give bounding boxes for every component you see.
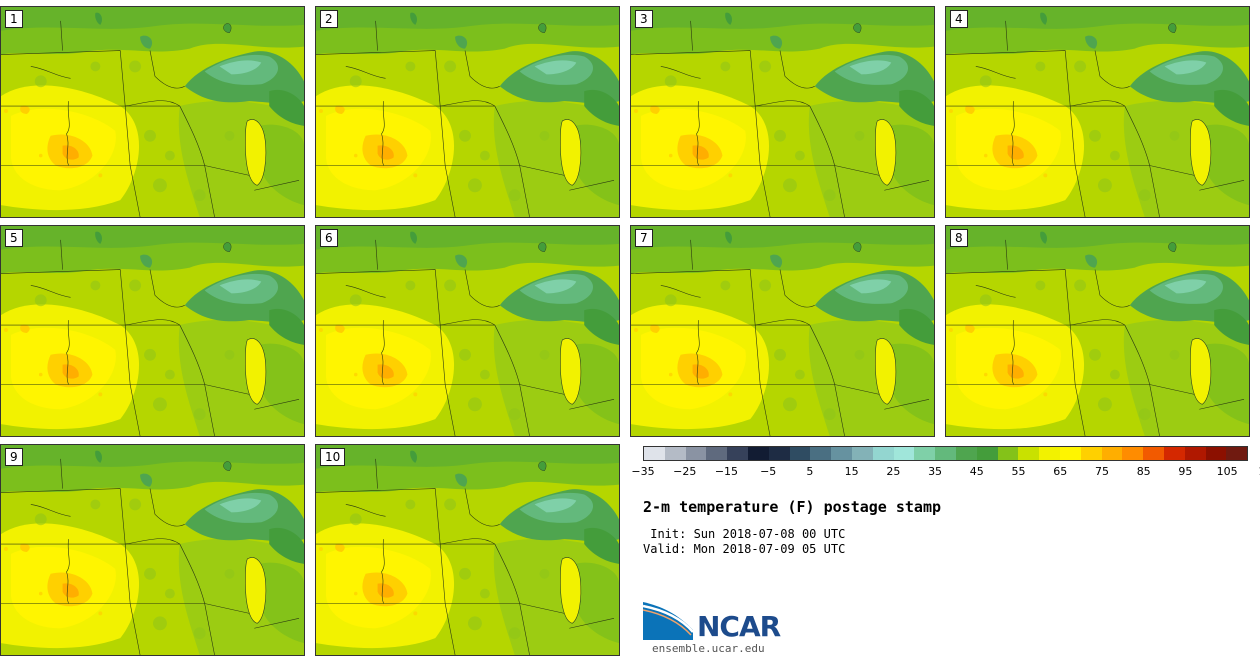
colorbar-cell [955, 447, 977, 460]
colorbar-cell [1143, 447, 1164, 460]
colorbar-tick-label: 45 [969, 465, 984, 478]
temperature-colorbar [643, 446, 1248, 461]
member-number-label: 5 [5, 229, 23, 247]
colorbar-tick-label: 95 [1178, 465, 1193, 478]
colorbar-cell [1205, 447, 1227, 460]
colorbar-cell [976, 447, 998, 460]
colorbar-cell [831, 447, 852, 460]
colorbar-cell [747, 447, 769, 460]
member-number-label: 6 [320, 229, 338, 247]
member-map-panel: 3 [630, 6, 935, 218]
member-map-panel: 1 [0, 6, 305, 218]
colorbar-tick-label: 55 [1011, 465, 1026, 478]
member-map-panel: 10 [315, 444, 620, 656]
chart-title: 2-m temperature (F) postage stamp [643, 498, 942, 516]
colorbar-cell [1039, 447, 1060, 460]
colorbar-tick-label: 65 [1053, 465, 1068, 478]
member-number-label: 3 [635, 10, 653, 28]
colorbar-tick-label: 35 [928, 465, 943, 478]
colorbar-tick-label: 5 [806, 465, 814, 478]
member-number-label: 4 [950, 10, 968, 28]
valid-time: Valid: Mon 2018-07-09 05 UTC [643, 542, 846, 556]
member-map-panel: 5 [0, 225, 305, 437]
colorbar-tick-label: 25 [886, 465, 901, 478]
member-number-label: 8 [950, 229, 968, 247]
ncar-logo-text: NCAR [697, 610, 781, 643]
colorbar-cell [1184, 447, 1206, 460]
member-number-label: 9 [5, 448, 23, 466]
colorbar-cell [706, 447, 728, 460]
colorbar-cell [644, 447, 665, 460]
colorbar-cell [851, 447, 873, 460]
member-number-label: 10 [320, 448, 346, 466]
colorbar-cell [1226, 447, 1248, 460]
colorbar-cell [997, 447, 1019, 460]
colorbar-cell [1122, 447, 1144, 460]
member-number-label: 1 [5, 10, 23, 28]
colorbar-cell [685, 447, 707, 460]
colorbar-cell [872, 447, 894, 460]
colorbar-cell [914, 447, 936, 460]
member-map-panel: 8 [945, 225, 1250, 437]
colorbar-cell [789, 447, 811, 460]
member-number-label: 7 [635, 229, 653, 247]
colorbar-tick-label: 115 [1258, 465, 1260, 478]
colorbar-cell [935, 447, 956, 460]
site-url: ensemble.ucar.edu [652, 642, 765, 655]
colorbar-tick-label: −5 [760, 465, 777, 478]
colorbar-cell [768, 447, 790, 460]
member-map-panel: 4 [945, 6, 1250, 218]
colorbar-cell [664, 447, 686, 460]
colorbar-cell [1018, 447, 1040, 460]
init-time: Init: Sun 2018-07-08 00 UTC [643, 527, 846, 541]
member-number-label: 2 [320, 10, 338, 28]
colorbar-tick-label: 75 [1094, 465, 1109, 478]
colorbar-ticks: −35 −25 −15 −5 5 15 25 35 45 55 65 75 85 95 105 115 [631, 465, 1260, 481]
colorbar-cell [1163, 447, 1185, 460]
colorbar-cell [727, 447, 748, 460]
ncar-logo-icon [643, 602, 694, 640]
colorbar-tick-label: −35 [631, 465, 655, 478]
colorbar-tick-label: 105 [1216, 465, 1238, 478]
colorbar-cell [810, 447, 832, 460]
colorbar-tick-label: 15 [844, 465, 859, 478]
member-map-panel: 9 [0, 444, 305, 656]
colorbar-cell [893, 447, 915, 460]
colorbar-cell [1101, 447, 1123, 460]
member-map-panel: 6 [315, 225, 620, 437]
colorbar-cell [1080, 447, 1102, 460]
colorbar-tick-label: −25 [673, 465, 697, 478]
colorbar-cell [1059, 447, 1081, 460]
colorbar-tick-label: 85 [1136, 465, 1151, 478]
member-map-panel: 2 [315, 6, 620, 218]
colorbar-tick-label: −15 [714, 465, 739, 478]
member-map-panel: 7 [630, 225, 935, 437]
